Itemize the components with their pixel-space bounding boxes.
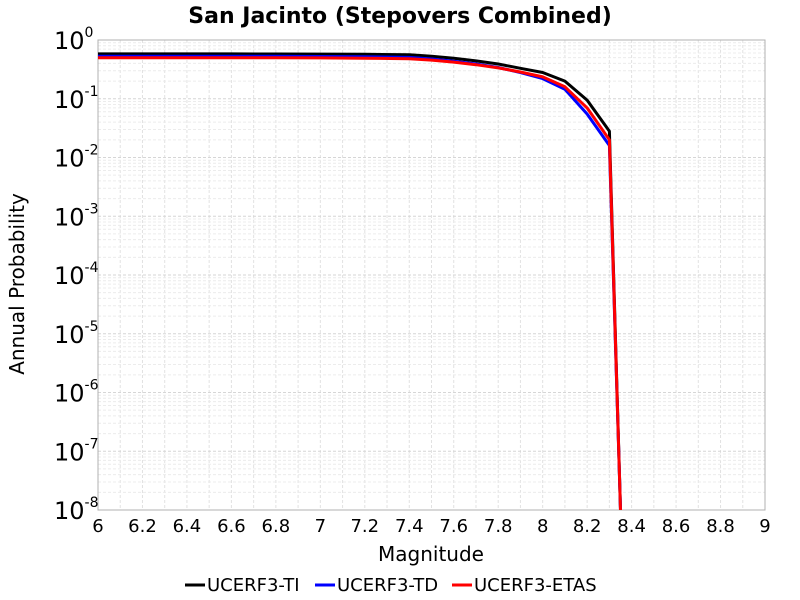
x-tick-label: 7.8	[484, 516, 513, 537]
x-tick-label: 6.2	[128, 516, 157, 537]
legend-label-ucerf3-etas: UCERF3-ETAS	[474, 575, 597, 596]
x-tick-label: 7	[315, 516, 326, 537]
x-tick-label: 8.4	[617, 516, 646, 537]
x-tick-label: 7.6	[439, 516, 468, 537]
y-axis-label: Annual Probability	[5, 193, 29, 375]
chart-title: San Jacinto (Stepovers Combined)	[188, 4, 612, 29]
y-tick-label: 10-8	[54, 495, 99, 525]
x-tick-label: 6.6	[217, 516, 246, 537]
y-tick-label: 10-6	[54, 378, 99, 408]
series-line-ucerf3-td	[98, 54, 622, 511]
y-axis-ticks: 100 10-1 10-2 10-3 10-4 10-5 10-6 10-7 10-8	[54, 25, 99, 525]
legend: UCERF3-TI UCERF3-TD UCERF3-ETAS	[185, 575, 597, 596]
x-tick-label: 6.8	[262, 516, 291, 537]
series-line-ucerf3-ti	[98, 52, 622, 511]
x-tick-label: 6	[92, 516, 103, 537]
x-tick-label: 7.2	[350, 516, 379, 537]
x-tick-label: 8.6	[662, 516, 691, 537]
y-tick-label: 10-3	[54, 201, 99, 231]
x-tick-label: 8.2	[573, 516, 602, 537]
grid-lines	[97, 40, 766, 511]
y-tick-label: 100	[54, 25, 93, 55]
y-tick-label: 10-1	[54, 84, 99, 114]
x-tick-label: 7.4	[395, 516, 424, 537]
y-tick-label: 10-2	[54, 143, 99, 173]
legend-label-ucerf3-td: UCERF3-TD	[337, 575, 438, 596]
x-axis-label: Magnitude	[378, 542, 484, 566]
y-tick-label: 10-7	[54, 436, 99, 466]
series-lines	[98, 52, 622, 511]
legend-label-ucerf3-ti: UCERF3-TI	[207, 575, 300, 596]
x-tick-label: 6.4	[173, 516, 202, 537]
x-axis-ticks: 6 6.2 6.4 6.6 6.8 7 7.2 7.4 7.6 7.8 8 8.2 8.4 8.6 8.8 9	[92, 516, 770, 537]
series-line-ucerf3-etas	[98, 56, 622, 511]
y-tick-label: 10-4	[54, 260, 99, 290]
y-tick-label: 10-5	[54, 319, 99, 349]
x-tick-label: 8.8	[706, 516, 735, 537]
x-tick-label: 8	[537, 516, 548, 537]
plot-area	[97, 39, 766, 511]
x-tick-label: 9	[759, 516, 770, 537]
